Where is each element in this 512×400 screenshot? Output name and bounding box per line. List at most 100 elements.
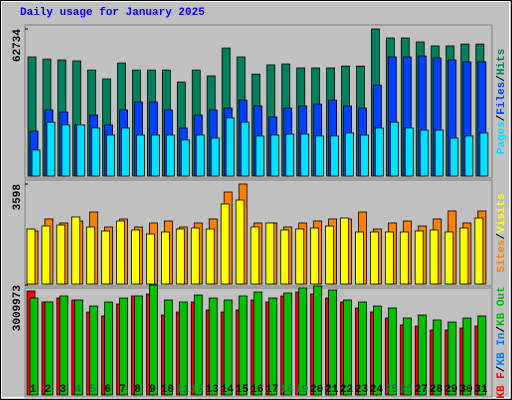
x-tick-label: 27 (415, 384, 428, 396)
bar (474, 217, 484, 285)
bar (434, 129, 444, 177)
x-tick-label: 26 (400, 384, 413, 396)
bar (479, 132, 489, 177)
x-tick-label: 20 (310, 384, 323, 396)
legend: Sites/Visits (496, 193, 508, 272)
bar (151, 134, 160, 177)
x-tick-label: 2 (45, 384, 52, 396)
x-tick-label: 25 (385, 384, 399, 396)
legend-separator: / (496, 75, 508, 82)
bar (76, 124, 86, 177)
x-tick-label: 13 (206, 384, 220, 396)
bar (31, 149, 41, 177)
bar (220, 203, 230, 285)
bar (178, 301, 188, 396)
x-tick-label: 12 (191, 384, 204, 396)
y-tick-label: 62734 (12, 29, 24, 62)
y-tick-label: 3009973 (12, 285, 24, 332)
bar (165, 134, 175, 177)
legend-entry: Files (496, 82, 508, 115)
bar (280, 229, 290, 285)
bar (163, 299, 173, 396)
x-tick-label: 29 (444, 384, 457, 396)
bar (46, 121, 56, 177)
bar (190, 227, 200, 285)
legend: Pages/Files/Hits (496, 49, 508, 155)
bar (106, 134, 116, 177)
x-tick-label: 22 (340, 384, 353, 396)
bar (358, 301, 367, 396)
x-tick-label: 1 (30, 384, 37, 396)
y-tick-label: 3598 (12, 184, 24, 211)
bar (315, 135, 325, 177)
chart-title: Daily usage for January 2025 (20, 7, 205, 19)
bar (175, 228, 185, 285)
legend-entry: KB Out (496, 286, 508, 326)
bar (119, 297, 128, 396)
x-tick-label: 30 (459, 384, 472, 396)
bar (340, 217, 349, 285)
bar (89, 305, 99, 396)
x-tick-label: 4 (74, 384, 81, 396)
legend: KB F/KB In/KB Out (496, 286, 508, 398)
bar (343, 299, 352, 396)
bar (399, 231, 409, 285)
bar (283, 292, 293, 396)
bar (180, 139, 190, 177)
bar (387, 307, 397, 396)
x-tick-label: 9 (149, 384, 156, 396)
bar (419, 129, 429, 177)
x-tick-label: 6 (104, 384, 111, 396)
bar (116, 220, 125, 285)
bar (91, 127, 101, 177)
bar (238, 295, 248, 396)
bar (372, 305, 382, 396)
bar (240, 121, 250, 177)
bar (61, 124, 71, 177)
x-tick-label: 10 (161, 384, 174, 396)
bar (101, 230, 111, 285)
legend-separator: / (496, 233, 508, 240)
x-tick-label: 15 (235, 384, 249, 396)
bar (360, 134, 369, 177)
bar (255, 135, 265, 177)
bar (26, 228, 36, 285)
bar (193, 294, 203, 396)
bar (285, 133, 295, 177)
x-tick-label: 3 (60, 384, 67, 396)
bar (447, 321, 457, 396)
legend-entry: Sites (496, 240, 508, 273)
bar (44, 301, 54, 396)
legend-entry: KB F (496, 372, 508, 398)
bar (345, 132, 354, 177)
bar (74, 299, 84, 396)
bar (402, 317, 412, 396)
bar (295, 228, 305, 285)
legend-entry: KB In (496, 333, 508, 366)
bar (374, 127, 384, 177)
bar (205, 228, 215, 285)
bar (160, 231, 170, 285)
bar (429, 229, 439, 285)
legend-entry: Hits (496, 49, 508, 75)
bar (134, 295, 143, 396)
bar (369, 231, 379, 285)
bar (71, 216, 81, 285)
legend-entry: Visits (496, 193, 508, 233)
bar (414, 230, 424, 285)
x-tick-label: 21 (325, 384, 339, 396)
bar (462, 317, 472, 396)
bar (328, 289, 338, 396)
x-tick-label: 16 (250, 384, 263, 396)
bar (404, 127, 414, 177)
x-tick-label: 8 (134, 384, 141, 396)
x-tick-label: 19 (295, 384, 308, 396)
bar (310, 227, 320, 285)
bar (432, 319, 442, 396)
bar (195, 134, 205, 177)
bar (121, 127, 130, 177)
bar (449, 137, 459, 177)
x-tick-label: 14 (220, 384, 234, 396)
